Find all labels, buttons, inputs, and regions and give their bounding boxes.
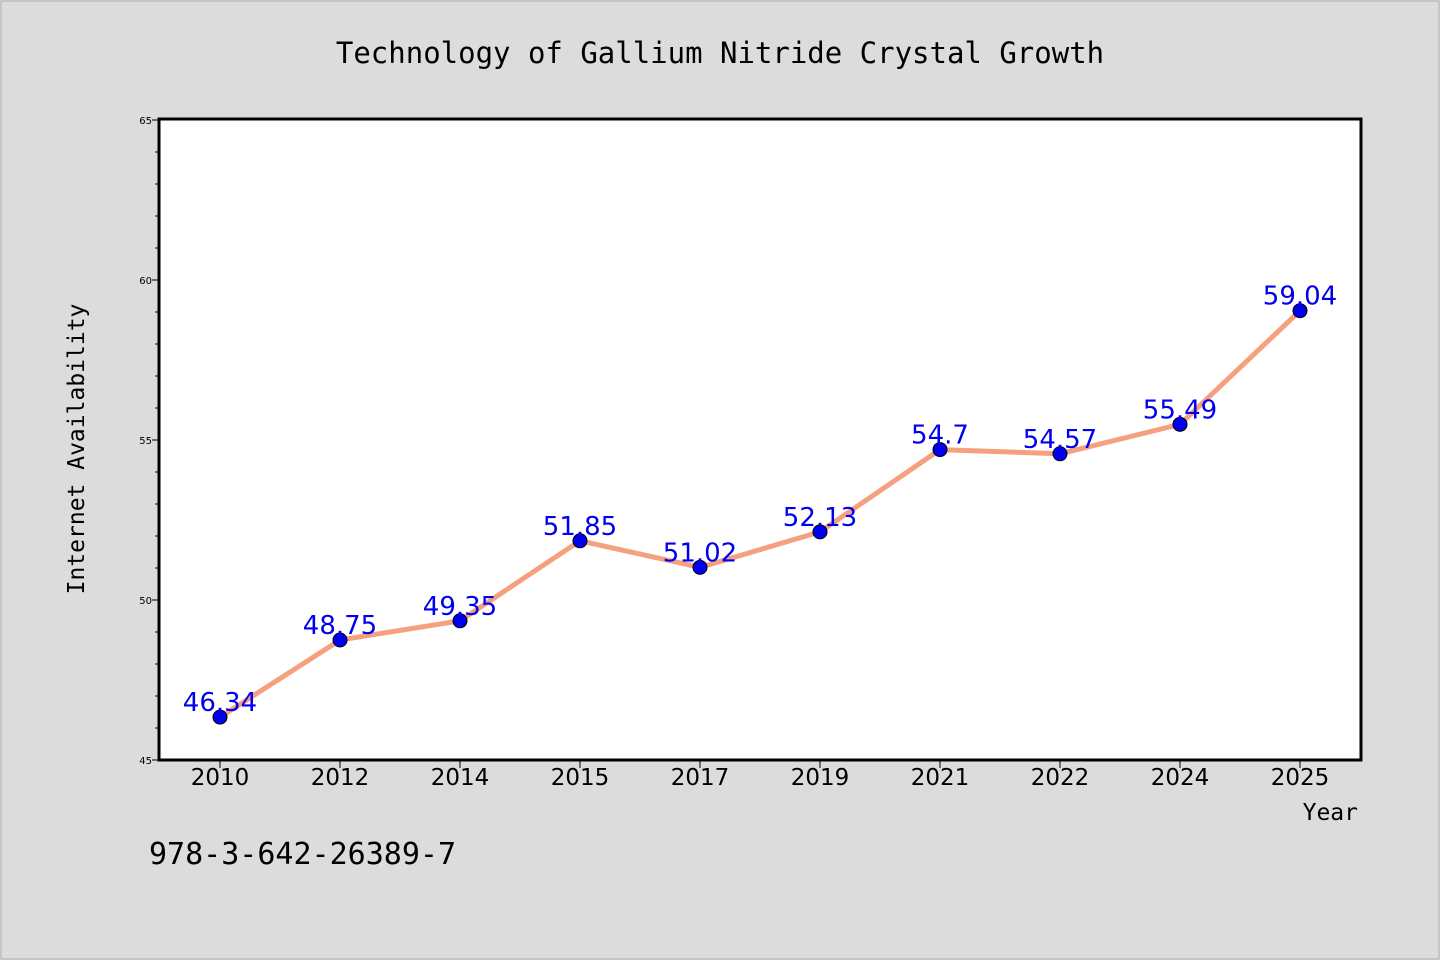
- data-label: 54.57: [1023, 425, 1097, 455]
- series-line: [218, 308, 1302, 720]
- x-tick-label: 2019: [791, 765, 850, 791]
- y-tick-label: 55: [139, 436, 152, 447]
- y-tick-label: 45: [139, 756, 152, 767]
- x-tick-label: 2017: [671, 765, 730, 791]
- plot-frame: [157, 117, 1363, 762]
- data-points: [212, 303, 1308, 725]
- data-point: [212, 709, 228, 725]
- x-tick-label: 2024: [1151, 765, 1210, 791]
- data-label: 51.02: [663, 538, 737, 568]
- data-label: 48.75: [303, 611, 377, 641]
- data-point: [1172, 416, 1188, 432]
- data-label: 55.49: [1143, 395, 1217, 425]
- data-point: [332, 632, 348, 648]
- y-tick-label: 60: [139, 276, 152, 287]
- plot-area: [159, 119, 1361, 760]
- x-tick-label: 2014: [431, 765, 490, 791]
- data-label: 51.85: [543, 512, 617, 542]
- x-tick-label: 2021: [911, 765, 970, 791]
- data-label: 54.7: [911, 421, 969, 451]
- data-label: 52.13: [783, 503, 857, 533]
- x-tick-label: 2012: [311, 765, 370, 791]
- data-point: [692, 559, 708, 575]
- data-labels: 46.34 48.75 49.35 51.85 51.02 52.13 54.7 54.57 5…: [183, 282, 1337, 718]
- x-axis-ticks: 2010 2012 2014 2015 2017 2019 2021 2022 2024 2025: [191, 760, 1330, 791]
- data-point: [1052, 446, 1068, 462]
- data-point: [1292, 303, 1308, 319]
- isbn-text: 978-3-642-26389-7: [149, 837, 456, 872]
- y-axis-label: Internet Availability: [64, 304, 90, 595]
- data-point: [932, 442, 948, 458]
- y-tick-label: 65: [139, 116, 152, 127]
- y-tick-label: 50: [139, 596, 152, 607]
- x-tick-label: 2022: [1031, 765, 1090, 791]
- x-axis-label: Year: [1303, 800, 1358, 826]
- data-label: 49.35: [423, 592, 497, 622]
- x-tick-label: 2025: [1271, 765, 1330, 791]
- data-point: [452, 613, 468, 629]
- data-point: [572, 533, 588, 549]
- x-tick-label: 2015: [551, 765, 610, 791]
- data-label: 59.04: [1263, 282, 1337, 312]
- data-label: 46.34: [183, 688, 257, 718]
- chart-title: Technology of Gallium Nitride Crystal Gr…: [336, 36, 1104, 70]
- x-tick-label: 2010: [191, 765, 250, 791]
- data-point: [812, 524, 828, 540]
